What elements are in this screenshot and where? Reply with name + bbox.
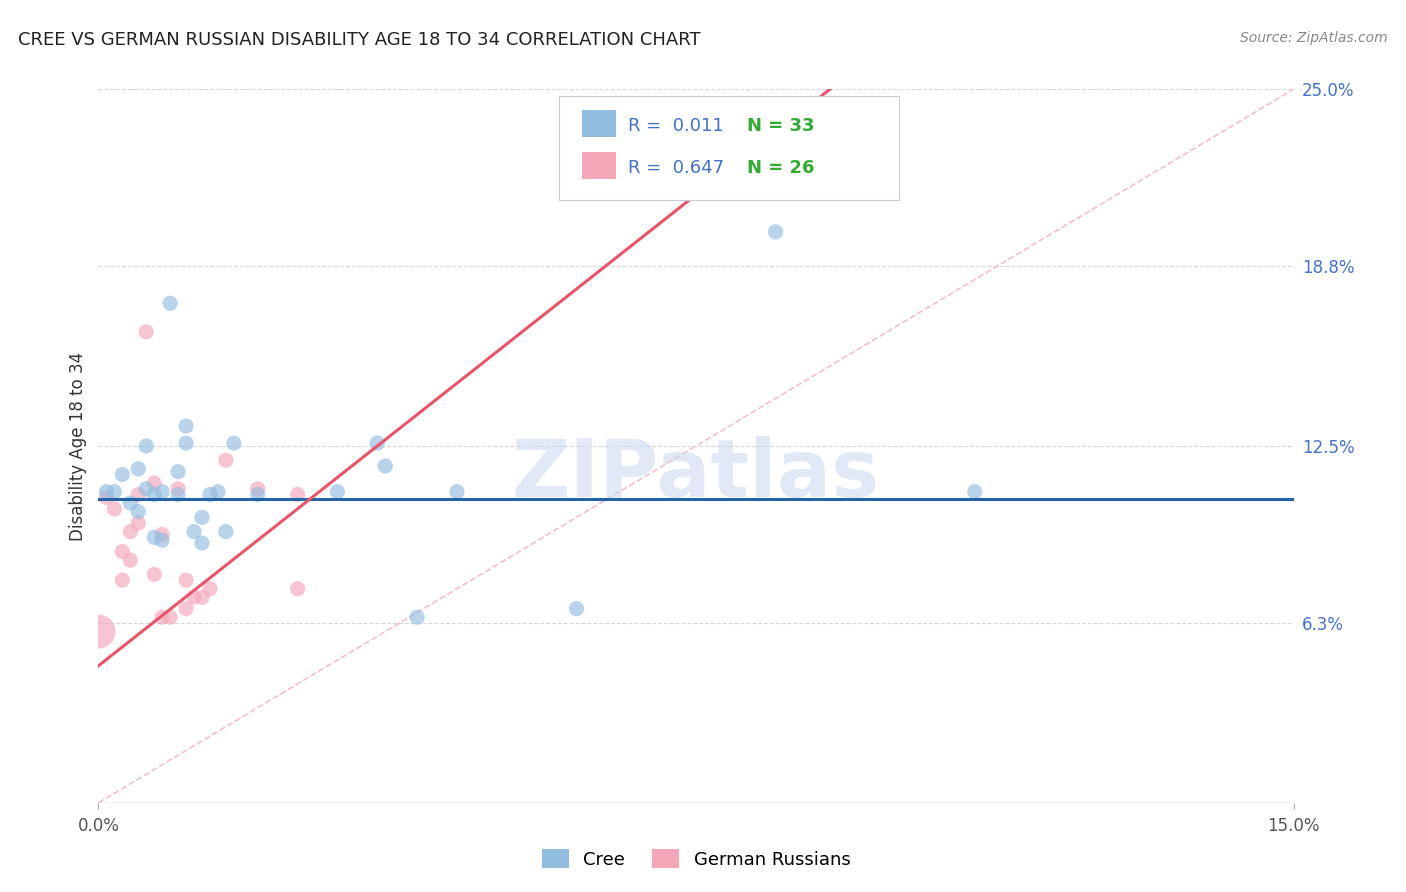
Point <box>135 439 157 453</box>
Point <box>174 573 197 587</box>
Point <box>174 601 197 615</box>
Point <box>366 436 388 450</box>
Point <box>159 296 181 310</box>
Point <box>374 458 396 473</box>
Bar <box>582 153 616 179</box>
Text: Source: ZipAtlas.com: Source: ZipAtlas.com <box>1240 31 1388 45</box>
Point <box>963 484 986 499</box>
Point <box>96 491 118 505</box>
Point <box>191 510 214 524</box>
Point <box>150 484 173 499</box>
Point <box>446 484 468 499</box>
Point <box>287 487 309 501</box>
Point <box>406 610 429 624</box>
Point <box>183 591 205 605</box>
Point <box>174 419 197 434</box>
Point <box>191 591 214 605</box>
Point <box>198 487 221 501</box>
Point <box>167 465 190 479</box>
Point <box>96 484 118 499</box>
Point <box>174 436 197 450</box>
Point <box>565 601 588 615</box>
Point <box>143 530 166 544</box>
Point <box>87 624 110 639</box>
Text: R =  0.647: R = 0.647 <box>628 159 724 177</box>
Point <box>120 553 142 567</box>
Point <box>150 533 173 548</box>
Text: R =  0.011: R = 0.011 <box>628 117 724 135</box>
Point <box>198 582 221 596</box>
Y-axis label: Disability Age 18 to 34: Disability Age 18 to 34 <box>69 351 87 541</box>
Point <box>246 482 269 496</box>
Point <box>167 482 190 496</box>
Point <box>111 467 134 482</box>
Point <box>103 484 125 499</box>
Point <box>120 496 142 510</box>
Point <box>191 536 214 550</box>
Point <box>215 453 238 467</box>
Text: ZIPatlas: ZIPatlas <box>512 435 880 514</box>
Point <box>120 524 142 539</box>
Point <box>215 524 238 539</box>
Point <box>167 487 190 501</box>
Point <box>246 487 269 501</box>
Point <box>127 505 149 519</box>
Point <box>207 484 229 499</box>
Legend: Cree, German Russians: Cree, German Russians <box>534 842 858 876</box>
Point <box>287 582 309 596</box>
Point <box>103 501 125 516</box>
Point <box>127 487 149 501</box>
Point <box>222 436 245 450</box>
Point <box>143 567 166 582</box>
Point <box>765 225 787 239</box>
Text: CREE VS GERMAN RUSSIAN DISABILITY AGE 18 TO 34 CORRELATION CHART: CREE VS GERMAN RUSSIAN DISABILITY AGE 18… <box>18 31 702 49</box>
Point <box>605 182 627 196</box>
Point <box>143 487 166 501</box>
FancyBboxPatch shape <box>558 96 900 200</box>
Point <box>127 516 149 530</box>
Text: N = 26: N = 26 <box>748 159 815 177</box>
Point <box>135 482 157 496</box>
Point <box>150 527 173 541</box>
Point <box>159 610 181 624</box>
Point <box>326 484 349 499</box>
Text: N = 33: N = 33 <box>748 117 815 135</box>
Point <box>150 610 173 624</box>
Point <box>111 544 134 558</box>
Point <box>183 524 205 539</box>
Bar <box>582 111 616 137</box>
Point <box>143 476 166 491</box>
Point <box>127 462 149 476</box>
Point <box>111 573 134 587</box>
Point <box>135 325 157 339</box>
